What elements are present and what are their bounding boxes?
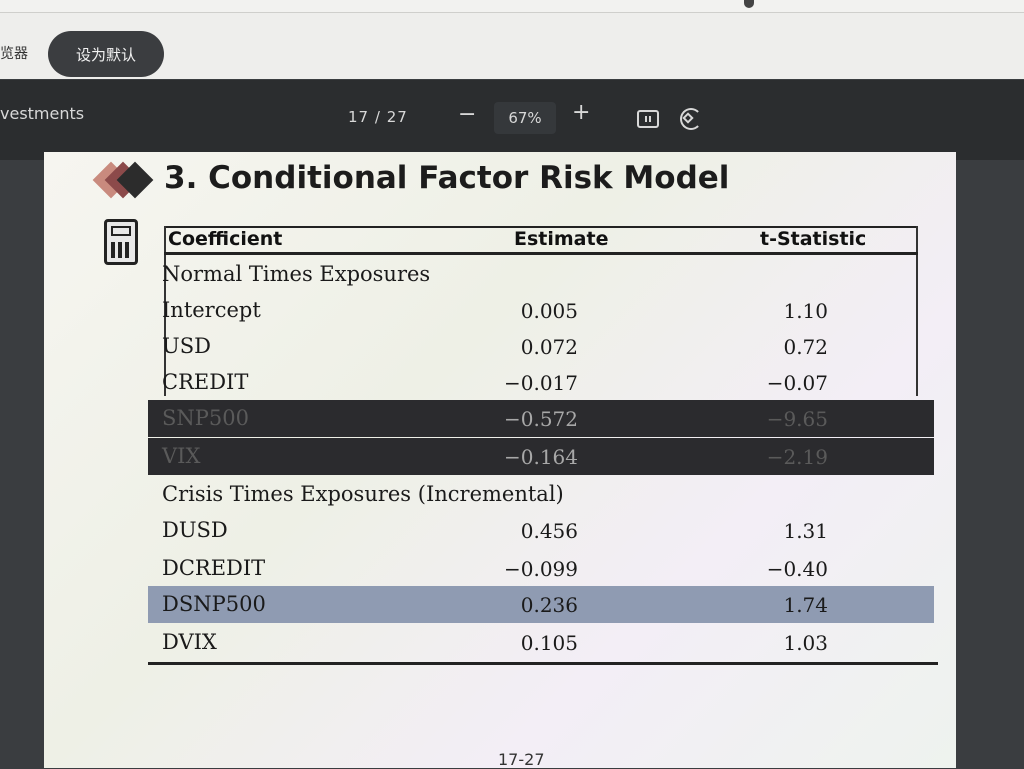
table-left-border: [164, 226, 166, 396]
header-rule: [164, 252, 918, 255]
calculator-icon: [104, 219, 138, 265]
logo-diamonds-icon: [92, 160, 154, 200]
row-label: CREDIT: [162, 370, 249, 394]
section-header-row: Crisis Times Exposures (Incremental): [148, 476, 934, 513]
document-name: vestments: [0, 104, 85, 123]
table-row: DSNP500 0.236 1.74: [148, 586, 934, 623]
table-row: USD 0.072 0.72: [148, 328, 934, 365]
set-default-button[interactable]: 设为默认: [48, 31, 164, 77]
table-right-border: [916, 226, 918, 396]
t-statistic-value: −0.40: [766, 557, 828, 581]
estimate-value: −0.572: [503, 407, 578, 431]
table-row: DVIX 0.105 1.03: [148, 624, 934, 661]
t-statistic-value: 1.31: [783, 519, 828, 543]
t-statistic-value: −0.07: [766, 371, 828, 395]
zoom-out-button[interactable]: −: [458, 102, 477, 127]
row-label: DVIX: [162, 630, 217, 654]
zoom-in-button[interactable]: +: [572, 100, 591, 125]
estimate-value: 0.236: [520, 593, 578, 617]
row-label: VIX: [162, 444, 201, 468]
zoom-level[interactable]: 67%: [494, 102, 556, 134]
t-statistic-value: 0.72: [783, 335, 828, 359]
estimate-value: 0.456: [520, 519, 578, 543]
t-statistic-value: 1.03: [783, 631, 828, 655]
t-statistic-value: −9.65: [766, 407, 828, 431]
header-t-statistic: t-Statistic: [760, 228, 867, 250]
table-top-rule: [164, 226, 918, 228]
table-bottom-rule: [148, 662, 938, 665]
total-pages: 27: [386, 108, 408, 126]
header-estimate: Estimate: [514, 228, 609, 250]
table-row: VIX −0.164 −2.19: [148, 438, 934, 475]
table-row: Intercept 0.005 1.10: [148, 292, 934, 329]
page-footer: 17-27: [498, 750, 545, 769]
default-browser-bar: 览器 设为默认: [0, 13, 1024, 79]
page-indicator: 17 / 27: [348, 108, 408, 126]
section-header-row: Normal Times Exposures: [148, 256, 934, 293]
t-statistic-value: 1.74: [783, 593, 828, 617]
t-statistic-value: 1.10: [783, 299, 828, 323]
estimate-value: 0.072: [520, 335, 578, 359]
rotate-icon[interactable]: [680, 108, 702, 130]
row-label: Intercept: [162, 298, 261, 322]
row-label: SNP500: [162, 406, 249, 430]
page-separator: /: [374, 108, 381, 126]
t-statistic-value: −2.19: [766, 445, 828, 469]
row-label: DCREDIT: [162, 556, 266, 580]
table-row: SNP500 −0.572 −9.65: [148, 400, 934, 437]
coefficient-table: Coefficient Estimate t-Statistic Normal …: [148, 226, 938, 696]
table-row: CREDIT −0.017 −0.07: [148, 364, 934, 401]
current-page-input[interactable]: 17: [348, 108, 370, 126]
slide-title: 3. Conditional Factor Risk Model: [164, 160, 730, 196]
status-dot-icon: [744, 0, 754, 8]
row-label: USD: [162, 334, 211, 358]
document-page: 3. Conditional Factor Risk Model Coeffic…: [44, 152, 956, 769]
pdf-viewer-toolbar: vestments 17 / 27 − 67% +: [0, 80, 1024, 160]
browser-top-strip: [0, 0, 1024, 13]
bar-left-text: 览器: [0, 46, 28, 62]
row-label: DSNP500: [162, 592, 266, 616]
row-label: Crisis Times Exposures (Incremental): [162, 482, 564, 506]
table-row: DUSD 0.456 1.31: [148, 512, 934, 549]
estimate-value: −0.164: [503, 445, 578, 469]
table-row: DCREDIT −0.099 −0.40: [148, 550, 934, 587]
estimate-value: 0.005: [520, 299, 578, 323]
estimate-value: −0.017: [503, 371, 578, 395]
row-label: Normal Times Exposures: [162, 262, 431, 286]
row-label: DUSD: [162, 518, 228, 542]
fit-page-icon[interactable]: [637, 110, 659, 128]
estimate-value: 0.105: [520, 631, 578, 655]
estimate-value: −0.099: [503, 557, 578, 581]
header-coefficient: Coefficient: [168, 228, 283, 250]
